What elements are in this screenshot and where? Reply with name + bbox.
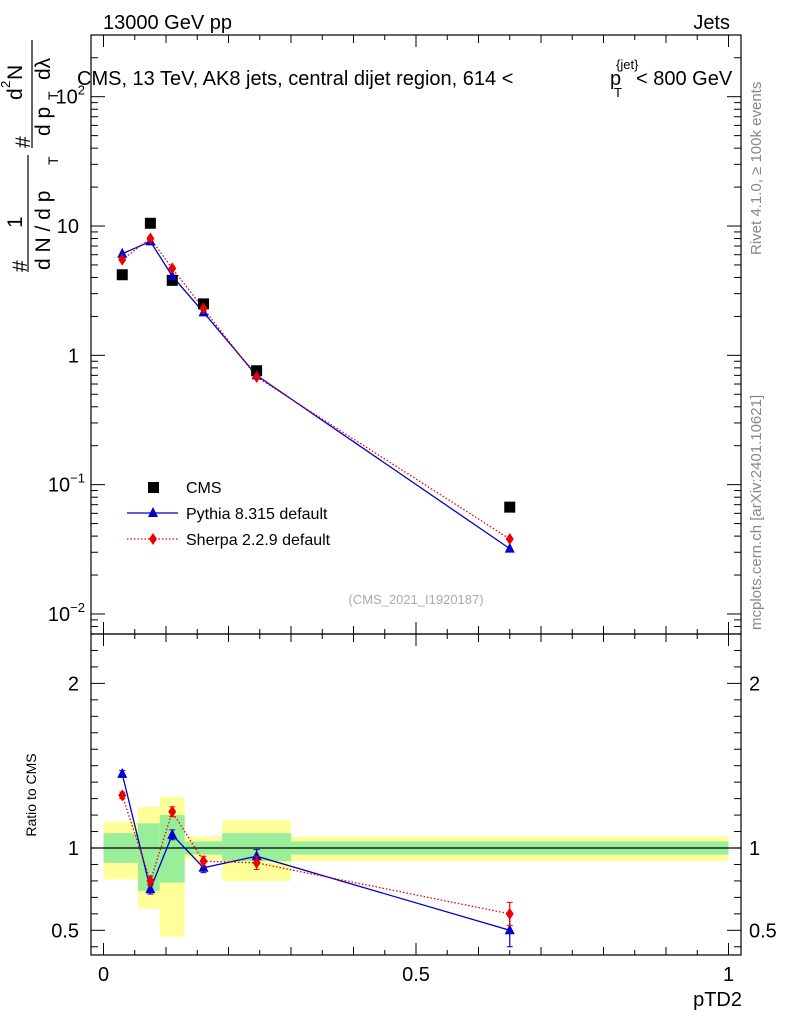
ratio-y-tick-label-right: 0.5 xyxy=(749,920,777,942)
plot-title-sub: T xyxy=(614,85,622,100)
sherpa-upper-point xyxy=(199,302,208,315)
x-tick-label: 0.5 xyxy=(402,964,430,986)
y-title-d2-sup: 2 xyxy=(0,81,13,88)
y-title-denominator-sub: T xyxy=(45,156,61,165)
sherpa-upper-point xyxy=(118,253,127,266)
pythia-upper-point xyxy=(504,542,515,553)
y-title-denominator: d N / d p xyxy=(32,191,55,270)
legend: CMS Pythia 8.315 default Sherpa 2.2.9 de… xyxy=(127,480,331,549)
sherpa-ratio-point xyxy=(168,805,177,818)
ratio-plot xyxy=(90,633,742,956)
upper-y-tick-label: 102 xyxy=(56,83,85,109)
sherpa-upper-point xyxy=(168,262,177,275)
sherpa-upper-point xyxy=(505,532,514,545)
legend-sherpa-label: Sherpa 2.2.9 default xyxy=(186,532,331,549)
legend-sherpa-marker xyxy=(149,533,157,545)
cms-data-point xyxy=(166,274,178,286)
sherpa-ratio-point xyxy=(146,874,155,887)
y-title-hash-left: # xyxy=(9,260,32,272)
pythia-ratio-point xyxy=(251,850,262,861)
ratio-y-tick-label-right: 1 xyxy=(749,838,760,860)
plot-title-main: CMS, 13 TeV, AK8 jets, central dijet reg… xyxy=(77,68,513,90)
pythia-ratio-point xyxy=(167,828,178,839)
ratio-y-tick-label-right: 2 xyxy=(749,673,760,695)
ratio-y-tick-label-left: 1 xyxy=(68,838,79,860)
upper-y-tick-label: 10−1 xyxy=(48,471,85,497)
x-tick-label: 0 xyxy=(98,964,109,986)
header-left-label: 13000 GeV pp xyxy=(103,12,232,34)
sherpa-ratio-point xyxy=(118,789,127,802)
legend-cms-marker xyxy=(148,482,159,493)
sherpa-ratio-point xyxy=(505,907,514,920)
legend-cms-label: CMS xyxy=(186,480,222,497)
cms-data-point xyxy=(504,501,516,513)
ratio-plot-frame xyxy=(90,633,742,956)
x-axis-title: pTD2 xyxy=(693,989,742,1011)
ratio-y-tick-label-left: 0.5 xyxy=(51,920,79,942)
ratio-green-band-2 xyxy=(159,815,185,883)
ratio-uncertainty-bands xyxy=(103,796,729,937)
upper-y-tick-label: 1 xyxy=(68,345,79,367)
upper-y-axis-title: # 1 d N / d p T # d 2 N d p T dλ xyxy=(0,40,61,272)
plot-title-p: p xyxy=(610,68,621,90)
pythia-upper-point xyxy=(167,270,178,281)
y-title-d2: d xyxy=(4,88,27,100)
y-title-dp: d p xyxy=(32,107,55,136)
legend-pythia-label: Pythia 8.315 default xyxy=(186,506,328,523)
header-right-label: Jets xyxy=(693,12,730,34)
upper-series xyxy=(116,217,516,553)
pythia-ratio-point xyxy=(504,924,515,935)
x-tick-label: 1 xyxy=(723,964,734,986)
pythia-ratio-point xyxy=(117,767,128,778)
y-title-hash-right: # xyxy=(12,136,35,148)
rivet-side-label: Rivet 4.1.0, ≥ 100k events xyxy=(748,82,765,255)
upper-axis-ticks: 10−2 10−1 1 10 102 xyxy=(48,34,741,635)
y-title-one: 1 xyxy=(4,216,27,228)
y-title-dp-sub: T xyxy=(45,91,61,100)
sherpa-upper-point xyxy=(252,370,261,383)
cms-data-point xyxy=(144,217,156,229)
plot-title-tail: < 800 GeV xyxy=(636,68,733,90)
sherpa-ratio-point xyxy=(199,855,208,868)
plot-title: CMS, 13 TeV, AK8 jets, central dijet reg… xyxy=(77,57,733,100)
cms-data-point xyxy=(116,269,128,281)
upper-y-tick-label: 10−2 xyxy=(48,600,85,626)
sherpa-ratio-point xyxy=(252,856,261,869)
sherpa-upper-line xyxy=(121,237,511,540)
sherpa-upper-point xyxy=(146,232,155,245)
analysis-watermark: (CMS_2021_I1920187) xyxy=(348,592,483,607)
ratio-y-axis-title: Ratio to CMS xyxy=(23,753,39,836)
mcplots-side-label: mcplots.cern.ch [arXiv:2401.10621] xyxy=(748,395,765,630)
pythia-upper-point xyxy=(117,247,128,258)
plot-title-sup: {jet} xyxy=(616,57,639,72)
upper-y-tick-label: 10 xyxy=(57,216,79,238)
y-title-dlambda: dλ xyxy=(32,57,55,80)
ratio-green-band-1 xyxy=(137,823,160,891)
y-title-N: N xyxy=(4,65,27,80)
pythia-ratio-point xyxy=(145,883,156,894)
ratio-series xyxy=(117,767,515,948)
pythia-ratio-line xyxy=(121,773,510,931)
legend-pythia-marker xyxy=(148,507,158,517)
ratio-axis-ticks: 0 0.5 1 0.5 0.5 1 1 2 2 xyxy=(51,634,777,986)
ratio-y-tick-label-left: 2 xyxy=(68,673,79,695)
